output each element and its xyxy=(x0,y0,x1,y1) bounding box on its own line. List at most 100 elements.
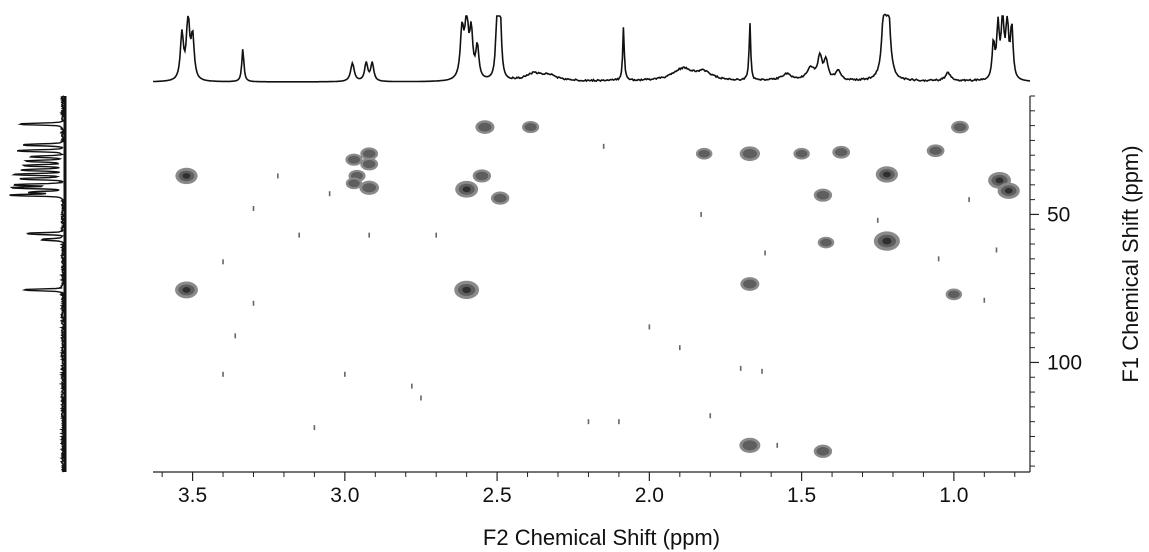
contour-core xyxy=(882,237,892,245)
x-tick-label: 3.5 xyxy=(178,484,207,507)
contour-mid xyxy=(820,238,832,247)
noise-speck xyxy=(968,197,970,203)
contour-peak xyxy=(832,145,851,159)
contour-mid xyxy=(929,146,942,155)
contour-core xyxy=(995,177,1004,184)
noise-speck xyxy=(937,256,940,262)
noise-layer xyxy=(222,143,998,448)
contour-mid xyxy=(348,179,360,188)
contour-peak xyxy=(875,166,898,183)
contour-peak xyxy=(813,444,833,458)
contour-core xyxy=(462,286,471,294)
noise-speck xyxy=(709,413,712,419)
contour-core xyxy=(462,186,471,193)
y-axis: 50 100 xyxy=(1029,95,1082,472)
contour-peak xyxy=(345,153,363,166)
contour-mid xyxy=(953,122,967,132)
x-axis: 3.5 3.0 2.5 2.0 1.5 1.0 xyxy=(153,471,1030,507)
noise-speck xyxy=(776,442,779,448)
noise-speck xyxy=(420,395,422,401)
noise-speck xyxy=(234,333,237,339)
noise-speck xyxy=(876,217,879,223)
contour-mid xyxy=(816,446,830,456)
contour-mid xyxy=(816,190,830,200)
y-axis-title: F1 Chemical Shift (ppm) xyxy=(1118,145,1143,382)
contour-mid xyxy=(698,149,710,158)
noise-speck xyxy=(618,419,620,425)
top-1d-projection xyxy=(153,13,1031,83)
noise-speck xyxy=(995,247,998,253)
contour-peak xyxy=(813,188,833,202)
noise-speck xyxy=(602,143,605,149)
x-tick-label: 3.0 xyxy=(330,484,359,507)
contour-peak xyxy=(472,169,492,183)
contour-peak xyxy=(945,288,963,301)
contour-peak xyxy=(175,167,198,185)
noise-speck xyxy=(252,300,255,306)
contour-peak xyxy=(490,191,510,205)
contour-core xyxy=(182,286,191,293)
left-spectrum-trace xyxy=(9,95,67,473)
contour-mid xyxy=(362,159,376,169)
noise-speck xyxy=(298,232,300,238)
x-tick-label: 1.5 xyxy=(787,484,816,507)
noise-speck xyxy=(252,206,255,212)
contour-mid xyxy=(478,122,492,132)
contour-core xyxy=(1004,187,1013,194)
contour-mid xyxy=(362,149,376,158)
noise-speck xyxy=(411,383,413,389)
x-tick-label: 1.0 xyxy=(939,484,968,507)
noise-speck xyxy=(368,232,371,238)
contour-peak xyxy=(175,281,198,299)
contour-mid xyxy=(524,123,537,132)
contour-peak xyxy=(926,144,945,158)
top-spectrum-trace xyxy=(153,13,1031,83)
noise-speck xyxy=(648,324,651,330)
contour-mid xyxy=(742,148,757,159)
x-tick-label: 2.0 xyxy=(635,484,664,507)
contour-mid xyxy=(742,440,758,451)
noise-speck xyxy=(587,419,590,425)
left-1d-projection xyxy=(9,95,67,473)
noise-speck xyxy=(679,345,681,351)
noise-speck xyxy=(344,371,346,377)
contour-peak xyxy=(455,180,479,198)
contour-peak xyxy=(360,157,379,171)
noise-speck xyxy=(764,250,766,256)
y-tick-label: 100 xyxy=(1047,351,1082,374)
contour-mid xyxy=(493,193,507,203)
contour-mid xyxy=(347,155,360,164)
noise-speck xyxy=(739,365,742,371)
contour-peak xyxy=(695,147,713,160)
noise-speck xyxy=(700,211,702,217)
contour-peak xyxy=(951,120,969,134)
noise-speck xyxy=(313,425,316,431)
contour-peak xyxy=(739,146,761,162)
noise-speck xyxy=(222,259,224,265)
contour-peak xyxy=(345,177,363,190)
contour-peak xyxy=(793,147,810,160)
contour-peak xyxy=(359,180,380,195)
y-tick-label: 50 xyxy=(1047,203,1070,226)
contour-peak xyxy=(740,277,760,291)
noise-speck xyxy=(277,173,279,179)
contour-mid xyxy=(743,279,757,289)
contour-peak xyxy=(739,437,761,453)
noise-speck xyxy=(761,368,763,374)
contour-peak xyxy=(454,280,480,300)
noise-speck xyxy=(435,232,437,238)
contour-core xyxy=(882,171,891,178)
noise-speck xyxy=(328,191,331,197)
x-axis-title: F2 Chemical Shift (ppm) xyxy=(483,525,720,550)
contour-peak xyxy=(360,147,379,161)
contour-mid xyxy=(475,171,489,181)
noise-speck xyxy=(222,371,224,377)
contour-mid xyxy=(795,149,808,158)
contour-peaks xyxy=(175,120,1020,458)
contour-mid xyxy=(834,148,848,157)
contour-mid xyxy=(362,183,377,193)
contour-peak xyxy=(873,231,900,251)
contour-mid xyxy=(948,290,960,299)
x-tick-label: 2.5 xyxy=(482,484,511,507)
